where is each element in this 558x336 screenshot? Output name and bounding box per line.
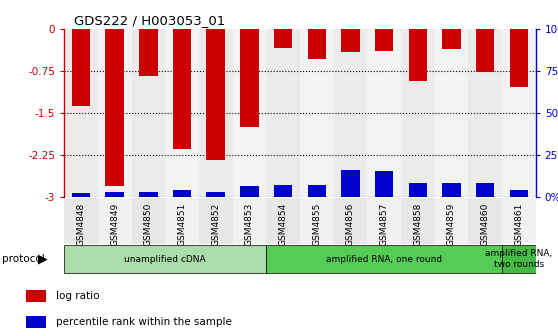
Bar [401, 29, 435, 197]
Text: GSM4859: GSM4859 [447, 203, 456, 246]
Bar [442, 183, 461, 197]
Bar [435, 198, 468, 244]
Bar [442, 29, 461, 49]
Bar [26, 290, 46, 302]
Bar [334, 29, 367, 197]
Text: GSM4849: GSM4849 [110, 203, 119, 246]
Bar [132, 198, 165, 244]
Text: GSM4858: GSM4858 [413, 203, 422, 246]
Bar [401, 198, 435, 244]
Bar [274, 185, 292, 197]
Text: GSM4857: GSM4857 [379, 203, 388, 246]
Bar [307, 29, 326, 59]
Bar [173, 29, 191, 149]
Bar [367, 198, 401, 244]
Bar [375, 171, 393, 197]
Bar [476, 29, 494, 72]
Text: amplified RNA, one round: amplified RNA, one round [326, 255, 442, 263]
Bar [307, 185, 326, 197]
Bar [300, 198, 334, 244]
Text: GSM4852: GSM4852 [211, 203, 220, 246]
Bar [502, 245, 536, 273]
Text: GSM4848: GSM4848 [76, 203, 85, 246]
Bar [509, 29, 528, 87]
Bar [199, 198, 233, 244]
Bar [408, 183, 427, 197]
Text: GDS222 / H003053_01: GDS222 / H003053_01 [74, 14, 225, 28]
Bar [274, 29, 292, 48]
Text: GSM4851: GSM4851 [177, 203, 186, 246]
Bar [509, 190, 528, 197]
Text: ▶: ▶ [38, 253, 47, 265]
Bar [476, 183, 494, 197]
Bar [105, 29, 124, 186]
Bar [468, 29, 502, 197]
Text: GSM4854: GSM4854 [278, 203, 287, 246]
Bar [165, 198, 199, 244]
Bar [375, 29, 393, 51]
Bar [98, 198, 132, 244]
Bar [173, 190, 191, 197]
Text: amplified RNA,
two rounds: amplified RNA, two rounds [485, 249, 552, 269]
Bar [64, 29, 98, 197]
Text: GSM4855: GSM4855 [312, 203, 321, 246]
Text: protocol: protocol [2, 254, 45, 264]
Bar [64, 245, 266, 273]
Bar [26, 316, 46, 328]
Bar [468, 198, 502, 244]
Bar [233, 198, 266, 244]
Bar [206, 192, 225, 197]
Bar [341, 170, 360, 197]
Text: percentile rank within the sample: percentile rank within the sample [56, 317, 232, 327]
Bar [367, 29, 401, 197]
Bar [266, 198, 300, 244]
Bar [266, 245, 502, 273]
Bar [105, 192, 124, 197]
Text: log ratio: log ratio [56, 291, 99, 301]
Bar [139, 192, 157, 197]
Text: unamplified cDNA: unamplified cDNA [124, 255, 206, 263]
Bar [240, 29, 259, 127]
Bar [199, 29, 233, 197]
Bar [341, 29, 360, 52]
Bar [132, 29, 165, 197]
Bar [502, 198, 536, 244]
Bar [72, 193, 90, 197]
Bar [502, 29, 536, 197]
Text: GSM4861: GSM4861 [514, 203, 523, 246]
Bar [64, 198, 98, 244]
Text: GSM4856: GSM4856 [346, 203, 355, 246]
Text: GSM4853: GSM4853 [245, 203, 254, 246]
Bar [233, 29, 266, 197]
Bar [98, 29, 132, 197]
Bar [408, 29, 427, 81]
Bar [72, 29, 90, 106]
Bar [266, 29, 300, 197]
Bar [435, 29, 468, 197]
Bar [334, 198, 367, 244]
Text: GSM4850: GSM4850 [144, 203, 153, 246]
Bar [206, 29, 225, 160]
Text: GSM4860: GSM4860 [480, 203, 490, 246]
Bar [300, 29, 334, 197]
Bar [165, 29, 199, 197]
Bar [139, 29, 157, 76]
Bar [240, 186, 259, 197]
